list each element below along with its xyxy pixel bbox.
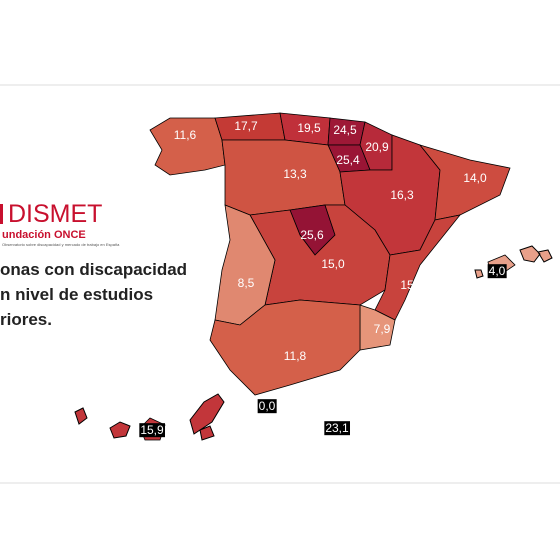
region [418,144,511,221]
region-label: 14,0 [463,171,487,185]
label-box [487,264,507,279]
region-label: 15,0 [321,257,345,271]
region-label: 4,0 [489,264,506,278]
logo-mark [0,204,3,224]
region-label: 25,6 [300,228,324,242]
title-line: riores. [0,310,52,329]
title-line: onas con discapacidad [0,260,187,279]
region-label: 11,8 [284,349,307,363]
extras [74,245,553,441]
canarias [74,393,225,441]
region [209,299,361,396]
region-label: 15,9 [140,423,164,437]
brand-tagline: Observatorio sobre discapacidad y mercad… [2,242,120,247]
region-label: 11,6 [174,128,197,142]
region [149,117,226,176]
baleares [474,245,553,279]
region-label: 0,0 [259,399,276,413]
brand-name: DISMET [8,200,102,228]
brand-org: undación ONCE [2,229,86,241]
map: 11,6 17,7 19,5 24,5 20,9 25,4 13,3 16,3 14,0 25,6… [139,112,516,441]
region-label: 24,5 [333,123,357,137]
region-label: 13,3 [283,167,307,181]
region-label: 16,3 [390,188,414,202]
region-label: 7,9 [374,322,391,336]
label-box [139,423,166,438]
region-label: 25,4 [336,153,360,167]
region [374,214,461,321]
title-line: n nivel de estudios [0,285,153,304]
region-label: 15,1 [400,278,424,292]
label-box [324,421,351,436]
region-label: 20,9 [365,140,389,154]
region-label: 19,5 [297,121,321,135]
region-label: 17,7 [234,119,258,133]
region-label: 8,5 [238,276,255,290]
region-label: 23,1 [325,421,349,435]
label-box [257,399,277,414]
